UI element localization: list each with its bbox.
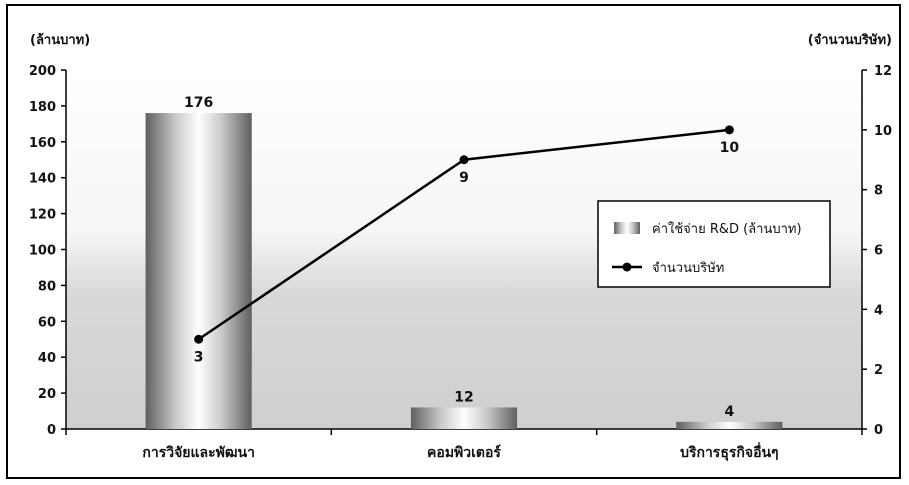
legend-bar-label: ค่าใช้จ่าย R&D (ล้านบาท) bbox=[652, 221, 802, 237]
legend-box bbox=[597, 200, 831, 288]
legend-line-marker bbox=[622, 262, 632, 272]
y-left-tick-label: 120 bbox=[29, 208, 56, 223]
line-data-label: 3 bbox=[194, 349, 204, 365]
y-right-tick-label: 10 bbox=[874, 124, 892, 139]
category-label: คอมพิวเตอร์ bbox=[427, 444, 501, 461]
y-right-tick-label: 2 bbox=[874, 363, 883, 378]
bar-data-label: 176 bbox=[184, 95, 213, 111]
y-left-tick-label: 200 bbox=[29, 64, 56, 79]
bar-data-labels: 176 12 4 bbox=[184, 95, 734, 420]
y-left-tick-label: 40 bbox=[38, 351, 56, 366]
y-left-tick-label: 100 bbox=[29, 244, 56, 259]
y-left-tick-label: 160 bbox=[29, 136, 56, 151]
line-point bbox=[459, 155, 469, 165]
y-left-tick-label: 0 bbox=[47, 423, 56, 438]
category-label: บริการธุรกิจอื่นๆ bbox=[680, 442, 779, 461]
line-series bbox=[194, 125, 734, 344]
line-point bbox=[194, 334, 204, 344]
y-right-tick-label: 6 bbox=[874, 244, 883, 259]
line-data-label: 9 bbox=[459, 170, 469, 186]
y-axis-right-ticks: 0 2 4 6 8 10 12 bbox=[862, 64, 892, 438]
y-right-tick-label: 8 bbox=[874, 184, 883, 199]
line-data-labels: 3 9 10 bbox=[194, 140, 740, 365]
bar bbox=[676, 421, 783, 429]
y-right-tick-label: 12 bbox=[874, 64, 892, 79]
y-left-tick-label: 80 bbox=[38, 279, 56, 294]
y-axis-left-ticks: 0 20 40 60 80 100 120 140 160 180 200 bbox=[29, 64, 66, 438]
bar-data-label: 12 bbox=[454, 389, 473, 405]
y-axis-right-title: (จำนวนบริษัท) bbox=[808, 32, 892, 48]
chart-frame: (ล้านบาท) (จำนวนบริษัท) 0 20 40 60 80 100 120 1… bbox=[6, 4, 901, 479]
y-left-tick-label: 60 bbox=[38, 315, 56, 330]
legend-bar-swatch bbox=[614, 222, 640, 234]
x-axis-categories: การวิจัยและพัฒนา คอมพิวเตอร์ บริการธุรกิจอ… bbox=[142, 442, 778, 461]
y-left-tick-label: 180 bbox=[29, 100, 56, 115]
y-right-tick-label: 4 bbox=[874, 303, 883, 318]
line-point bbox=[724, 125, 734, 135]
y-axis-left-title: (ล้านบาท) bbox=[30, 32, 90, 48]
bar bbox=[145, 113, 252, 429]
legend-line-label: จำนวนบริษัท bbox=[652, 261, 724, 276]
bar-data-label: 4 bbox=[724, 404, 734, 420]
legend: ค่าใช้จ่าย R&D (ล้านบาท) จำนวนบริษัท bbox=[597, 200, 831, 288]
y-left-tick-label: 140 bbox=[29, 172, 56, 187]
y-right-tick-label: 0 bbox=[874, 423, 883, 438]
combo-chart: (ล้านบาท) (จำนวนบริษัท) 0204060801001201… bbox=[29, 32, 892, 461]
category-label: การวิจัยและพัฒนา bbox=[142, 445, 255, 461]
line-data-label: 10 bbox=[720, 140, 740, 156]
y-left-tick-label: 20 bbox=[38, 387, 56, 402]
bar-series bbox=[145, 113, 783, 429]
bar bbox=[410, 407, 518, 429]
